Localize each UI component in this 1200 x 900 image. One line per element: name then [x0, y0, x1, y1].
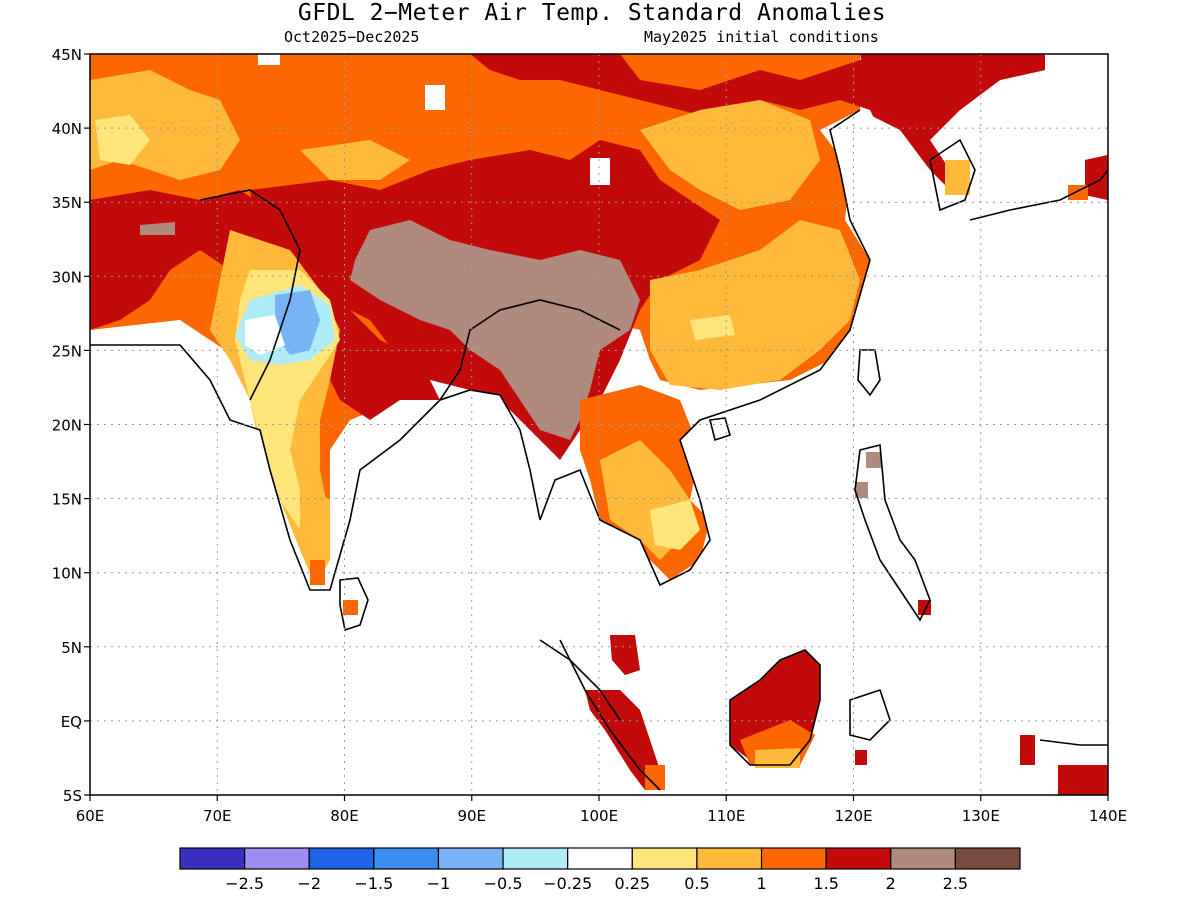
lat-tick-label: 10N [52, 565, 82, 583]
colorbar-swatch-4 [437, 847, 504, 870]
anomaly-region-red-ne-upper [1000, 54, 1045, 80]
coastlines [90, 109, 1108, 791]
anomaly-region-white-hole1 [425, 85, 445, 110]
anomaly-region-blue-india [275, 290, 320, 355]
colorbar-label: 0.25 [614, 874, 650, 893]
colorbar-label: 1 [756, 874, 766, 893]
colorbar-swatch-12 [954, 847, 1021, 870]
lat-tick-label: EQ [61, 713, 82, 731]
colorbar-label: 0.5 [684, 874, 709, 893]
colorbar-swatch-1 [244, 847, 310, 870]
anomaly-region-yellow-china [690, 315, 735, 340]
colorbar: −2.5 −2 −1.5 −1 −0.5 −0.25 0.25 0.5 1 1.5 2 2.5 [179, 847, 1021, 893]
map-title: GFDL 2−Meter Air Temp. Standard Anomalie… [297, 0, 887, 26]
forecast-period: Oct2025−Dec2025 [284, 28, 420, 46]
lon-tick-label: 80E [330, 807, 359, 825]
anomaly-region-lightorange-china [650, 220, 860, 390]
lat-tick-label: 25N [52, 342, 82, 360]
map-axes: 45N 40N 35N 30N 25N 20N 15N 10N 5N EQ 5S 60E 70E 80E 9… [52, 46, 1127, 825]
colorbar-swatch-5 [502, 847, 569, 870]
initial-conditions: May2025 initial conditions [644, 28, 879, 46]
anomaly-field [90, 54, 1108, 795]
colorbar-swatch-6 [567, 847, 633, 870]
graticule [90, 54, 1108, 795]
anomaly-region-white-hole2 [590, 158, 610, 185]
anomaly-region-red-ne [860, 54, 1045, 200]
anomaly-region-red-west [90, 190, 440, 420]
colorbar-swatch-3 [373, 847, 440, 870]
colorbar-label: −2.5 [225, 874, 264, 893]
lat-tick-label: 35N [52, 194, 82, 212]
colorbar-swatch-11 [890, 847, 956, 870]
lat-tick-label: 5N [61, 639, 82, 657]
lat-tick-label: 40N [52, 120, 82, 138]
ocean-mask-south [90, 345, 590, 795]
anomaly-region-white-hole3 [258, 54, 280, 65]
anomaly-region-brown-small [140, 222, 175, 235]
lat-tick-label: 20N [52, 417, 82, 435]
colorbar-swatch-10 [825, 847, 892, 870]
lon-tick-label: 70E [203, 807, 232, 825]
colorbar-swatch-9 [760, 847, 827, 870]
lon-tick-label: 120E [834, 807, 872, 825]
lon-tick-label: 60E [76, 807, 105, 825]
anomaly-region-lightorange-north [640, 100, 820, 210]
lon-tick-label: 110E [707, 807, 745, 825]
colorbar-label: −1 [427, 874, 451, 893]
anomaly-region-brown-core [350, 220, 640, 440]
colorbar-label: −1.5 [354, 874, 393, 893]
colorbar-label: 1.5 [813, 874, 838, 893]
lon-tick-label: 100E [580, 807, 618, 825]
colorbar-label: −2 [297, 874, 321, 893]
lat-tick-label: 30N [52, 268, 82, 286]
colorbar-swatch-2 [308, 847, 375, 870]
colorbar-label: 2.5 [943, 874, 968, 893]
lon-tick-label: 130E [962, 807, 1000, 825]
ocean-mask-east [520, 110, 1108, 795]
colorbar-label: 2 [886, 874, 896, 893]
colorbar-swatch-7 [631, 847, 698, 870]
lat-tick-label: 45N [52, 46, 82, 64]
colorbar-label: −0.25 [543, 874, 592, 893]
anomaly-region-yellow-west [95, 115, 150, 165]
colorbar-label: −0.5 [484, 874, 523, 893]
anomaly-region-lightorange-tibet [300, 140, 410, 180]
lon-tick-label: 90E [457, 807, 486, 825]
colorbar-swatch-0 [179, 847, 246, 870]
anomaly-region-yellow-indochina [650, 500, 700, 550]
lat-tick-label: 15N [52, 491, 82, 509]
lat-tick-label: 5S [63, 787, 82, 805]
lon-tick-label: 140E [1089, 807, 1127, 825]
colorbar-swatch-8 [696, 847, 763, 870]
